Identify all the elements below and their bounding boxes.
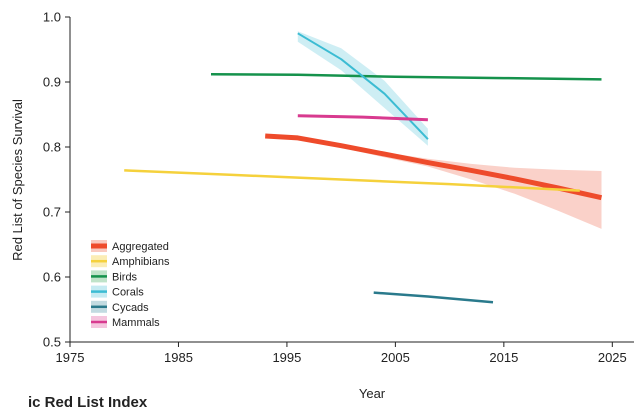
corals-confidence-band (297, 31, 428, 146)
cycads-series-line (373, 291, 494, 304)
x-axis-title: Year (359, 386, 386, 401)
axis-ticks: 1975 1985 1995 2005 2015 2025 0.5 0.6 0.7 0.8 0.9 1… (43, 10, 627, 366)
x-tick-label: 2015 (489, 350, 518, 365)
aggregated-legend-label: Aggregated (112, 241, 169, 253)
x-tick-label: 1975 (56, 350, 85, 365)
mammals-series-line (297, 114, 428, 122)
y-axis-title: Red List of Species Survival (10, 99, 25, 261)
y-tick-label: 0.9 (43, 75, 61, 90)
corals-series-line (297, 32, 429, 140)
legend: Aggregated Amphibians Birds Corals Cycads Mam… (91, 240, 170, 329)
amphibians-series-line (124, 169, 580, 192)
x-tick-label: 2025 (598, 350, 627, 365)
y-tick-label: 1.0 (43, 10, 61, 25)
y-tick-label: 0.6 (43, 270, 61, 285)
axes (69, 17, 634, 343)
confidence-bands (265, 31, 602, 229)
amphibians-legend-label: Amphibians (112, 256, 170, 268)
birds-series-line (210, 72, 602, 81)
mammals-legend-label: Mammals (112, 317, 160, 329)
cycads-legend-label: Cycads (112, 302, 149, 314)
x-tick-label: 1995 (272, 350, 301, 365)
aggregated-confidence-band (265, 135, 602, 229)
birds-legend-label: Birds (112, 271, 138, 283)
aggregated-series-line (265, 133, 603, 201)
y-tick-label: 0.8 (43, 140, 61, 155)
series-lines (124, 32, 603, 304)
y-tick-label: 0.5 (43, 335, 61, 350)
corals-legend-label: Corals (112, 287, 144, 299)
x-tick-label: 2005 (381, 350, 410, 365)
y-tick-label: 0.7 (43, 205, 61, 220)
x-tick-label: 1985 (164, 350, 193, 365)
